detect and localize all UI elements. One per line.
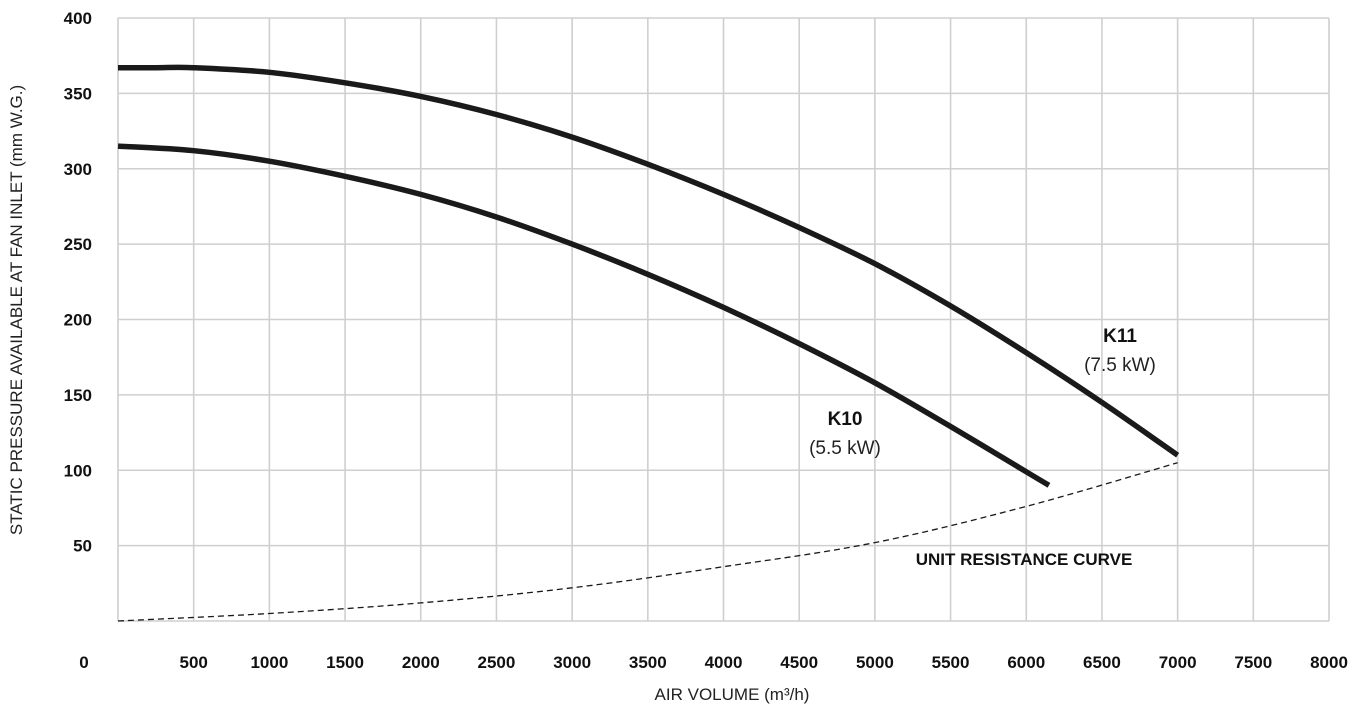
k11-label: K11: [1103, 326, 1137, 347]
k11-power-label: (7.5 kW): [1084, 355, 1156, 376]
k10-curve: [117, 143, 1051, 488]
x-axis-label: AIR VOLUME (m³/h): [655, 685, 810, 704]
y-tick-label: 200: [64, 311, 92, 330]
y-tick-label: 150: [64, 386, 92, 405]
x-tick-label: 4500: [780, 653, 818, 672]
y-tick-label: 50: [73, 537, 92, 556]
k10-power-label: (5.5 kW): [809, 438, 881, 459]
x-tick-label: 2500: [478, 653, 516, 672]
x-tick-label: 1000: [250, 653, 288, 672]
y-tick-label: 300: [64, 160, 92, 179]
y-tick-label: 100: [64, 461, 92, 480]
x-tick-label: 3000: [553, 653, 591, 672]
x-tick-label: 7000: [1159, 653, 1197, 672]
x-tick-label: 6000: [1007, 653, 1045, 672]
x-tick-label: 8000: [1310, 653, 1348, 672]
x-tick-label: 5500: [932, 653, 970, 672]
x-tick-label: 2000: [402, 653, 440, 672]
y-tick-label: 400: [64, 9, 92, 28]
x-tick-label: 3500: [629, 653, 667, 672]
y-axis-label: STATIC PRESSURE AVAILABLE AT FAN INLET (…: [7, 85, 26, 535]
x-tick-label: 500: [180, 653, 208, 672]
y-tick-label: 250: [64, 235, 92, 254]
k10-label: K10: [828, 409, 863, 430]
series: [117, 64, 1180, 622]
y-axis-ticks: 50 100 150 200 250 300 350 400: [64, 9, 92, 556]
unit-resistance-label: UNIT RESISTANCE CURVE: [916, 550, 1133, 569]
unit-resistance-curve-curve: [117, 462, 1178, 622]
x-tick-label: 4000: [705, 653, 743, 672]
x-tick-label: 7500: [1234, 653, 1272, 672]
k11-curve: [117, 64, 1180, 458]
x-tick-label: 5000: [856, 653, 894, 672]
x-tick-label: 1500: [326, 653, 364, 672]
x-axis-ticks: 0 500 1000 1500 2000 2500 3000 3500 4000 4500 5000…: [79, 653, 1348, 672]
x-tick-label: 0: [79, 653, 88, 672]
y-tick-label: 350: [64, 84, 92, 103]
x-tick-label: 6500: [1083, 653, 1121, 672]
grid: [117, 17, 1330, 622]
